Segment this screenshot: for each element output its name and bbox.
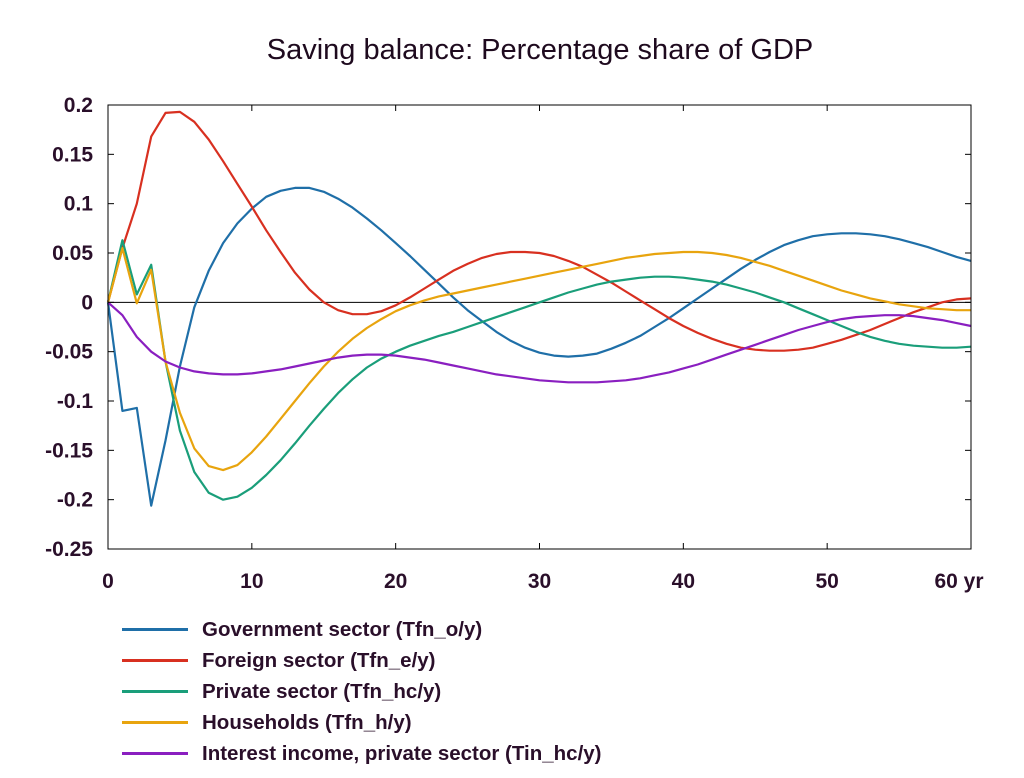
chart-title: Saving balance: Percentage share of GDP (266, 34, 814, 66)
y-tick-label: 0.05 (52, 242, 93, 265)
legend-item: Households (Tfn_h/y) (122, 707, 602, 738)
legend-label: Government sector (Tfn_o/y) (202, 617, 483, 641)
series-line-2 (106, 110, 972, 352)
x-tick-label: 20 (384, 570, 407, 593)
x-tick-label: 60 yr (934, 570, 983, 593)
y-tick-label: -0.1 (57, 390, 94, 413)
x-tick-label: 30 (528, 570, 551, 593)
series-line-3 (106, 239, 972, 501)
y-tick-label: -0.15 (45, 439, 93, 462)
legend-swatch (122, 752, 188, 755)
legend-item: Foreign sector (Tfn_e/y) (122, 645, 602, 676)
x-tick-label: 10 (240, 570, 263, 593)
line-chart: 0.2 0.15 0.1 0.05 0 -0.05 -0.1 -0.15 -0.2 -0.25 0… (45, 94, 983, 593)
x-tick-label: 40 (672, 570, 695, 593)
legend-swatch (122, 628, 188, 631)
legend: Government sector (Tfn_o/y) Foreign secto… (122, 614, 602, 769)
legend-item: Interest income, private sector (Tin_hc/… (122, 738, 602, 769)
legend-swatch (122, 690, 188, 693)
legend-label: Foreign sector (Tfn_e/y) (202, 648, 436, 672)
x-tick-label: 50 (815, 570, 838, 593)
legend-swatch (122, 721, 188, 724)
legend-swatch (122, 659, 188, 662)
legend-label: Interest income, private sector (Tin_hc/… (202, 741, 602, 765)
x-tick-label: 0 (102, 570, 114, 593)
y-tick-label: 0.2 (64, 94, 93, 117)
y-tick-label: -0.05 (45, 341, 93, 364)
legend-label: Private sector (Tfn_hc/y) (202, 679, 442, 703)
y-tick-label: -0.2 (57, 489, 93, 512)
y-tick-label: 0 (81, 291, 93, 314)
y-tick-label: 0.15 (52, 143, 93, 166)
legend-item: Private sector (Tfn_hc/y) (122, 676, 602, 707)
y-tick-label: -0.25 (45, 538, 93, 561)
series-line-5 (107, 301, 972, 384)
series-line-4 (106, 247, 971, 472)
y-tick-label: 0.1 (64, 193, 94, 216)
legend-label: Households (Tfn_h/y) (202, 710, 412, 734)
series-line-1 (106, 186, 972, 507)
legend-item: Government sector (Tfn_o/y) (122, 614, 602, 645)
